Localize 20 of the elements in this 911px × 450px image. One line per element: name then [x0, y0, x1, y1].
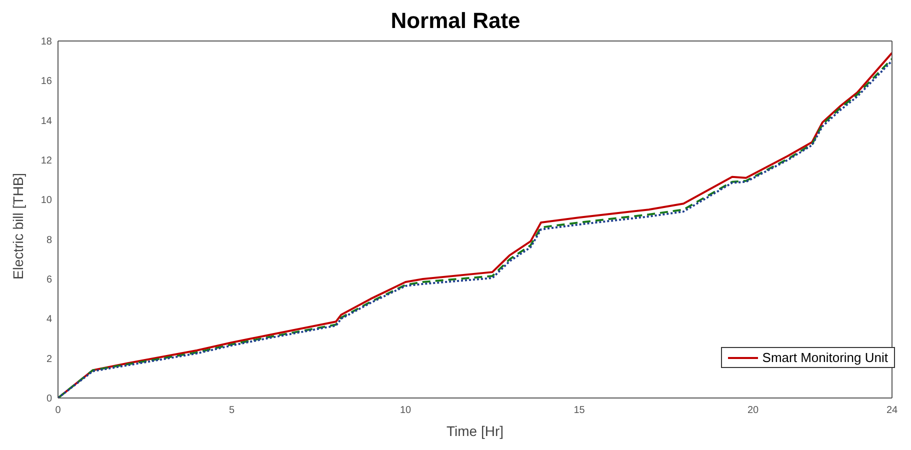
y-tick-label: 2	[46, 354, 52, 365]
legend-label: Smart Monitoring Unit	[762, 350, 888, 365]
x-tick-label: 5	[228, 405, 235, 416]
y-tick-label: 8	[46, 234, 52, 246]
y-tick-label: 18	[40, 36, 52, 48]
y-tick-label: 10	[40, 195, 52, 206]
x-tick-label: 24	[886, 405, 898, 416]
y-tick-label: 16	[40, 76, 52, 88]
y-tick-label: 6	[46, 274, 52, 286]
y-tick-label: 4	[46, 314, 52, 326]
chart-title: Normal Rate	[390, 8, 522, 34]
x-tick-label: 0	[55, 405, 62, 416]
y-axis-title: Electric bill [THB]	[10, 172, 26, 280]
x-axis-title: Time [Hr]	[446, 423, 504, 439]
y-tick-label: 14	[40, 116, 52, 127]
x-tick-label: 10	[400, 405, 412, 416]
y-tick-label: 0	[46, 394, 52, 405]
y-tick-label: 12	[40, 156, 52, 167]
x-tick-label: 15	[574, 405, 586, 416]
x-tick-label: 20	[747, 405, 759, 416]
